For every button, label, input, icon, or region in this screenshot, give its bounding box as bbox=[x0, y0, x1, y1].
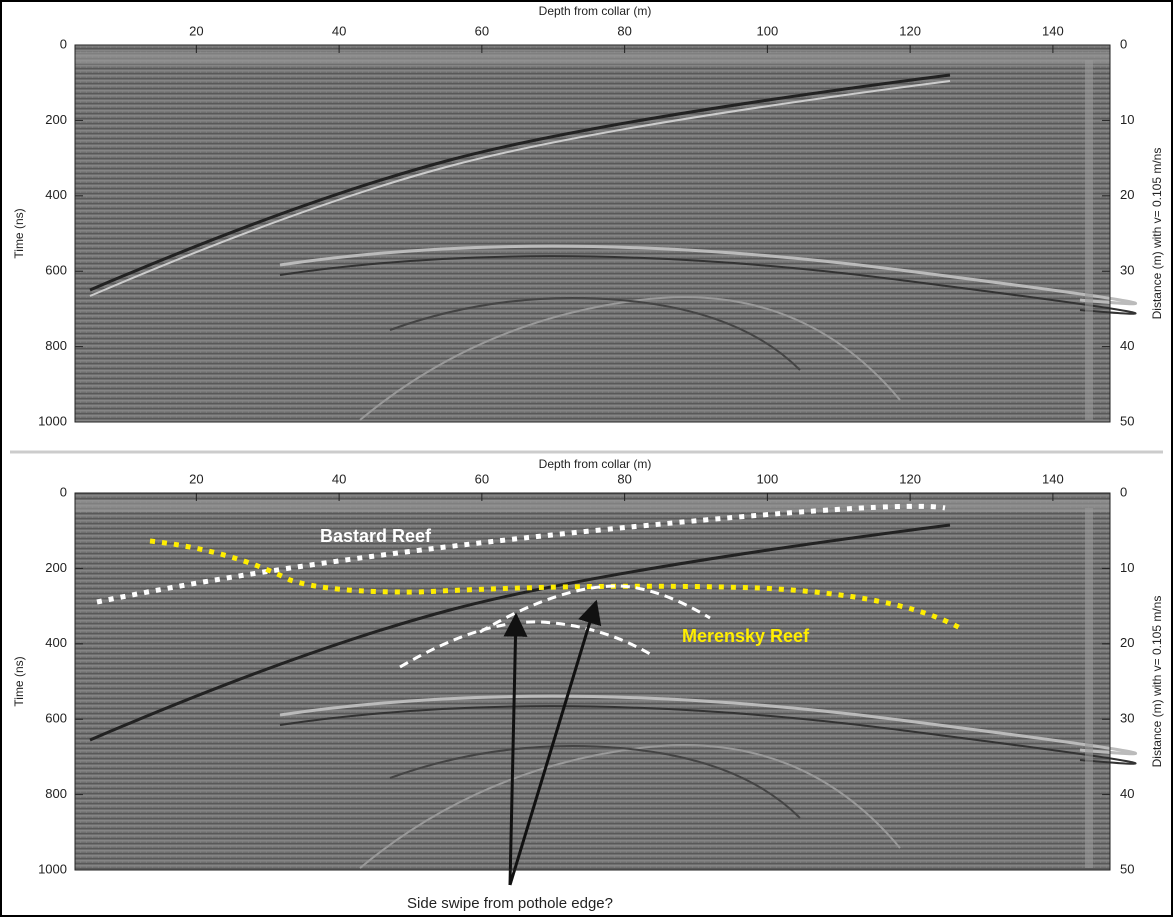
y-tick-label: 400 bbox=[45, 187, 67, 202]
y2-tick-label: 40 bbox=[1120, 338, 1134, 353]
y-axis-title: Time (ns) bbox=[12, 656, 26, 706]
y2-tick-label: 50 bbox=[1120, 861, 1134, 876]
y-tick-label: 600 bbox=[45, 263, 67, 278]
x-tick-label: 40 bbox=[332, 471, 346, 486]
y-tick-label: 1000 bbox=[38, 413, 67, 428]
annotation: Side swipe from pothole edge? bbox=[407, 895, 613, 912]
x-tick-label: 140 bbox=[1042, 471, 1064, 486]
x-tick-label: 20 bbox=[189, 23, 203, 38]
plot-area bbox=[74, 44, 1111, 423]
y2-tick-label: 0 bbox=[1120, 36, 1127, 51]
y-axis-title: Time (ns) bbox=[12, 208, 26, 258]
y-tick-label: 200 bbox=[45, 112, 67, 127]
x-tick-label: 60 bbox=[475, 471, 489, 486]
radargram bbox=[75, 493, 1138, 870]
x-axis-title: Depth from collar (m) bbox=[539, 4, 652, 18]
annotation: Bastard Reef bbox=[320, 526, 432, 546]
y2-tick-label: 0 bbox=[1120, 484, 1127, 499]
y-tick-label: 600 bbox=[45, 711, 67, 726]
y2-tick-label: 40 bbox=[1120, 786, 1134, 801]
y-tick-label: 0 bbox=[60, 484, 67, 499]
x-tick-label: 80 bbox=[617, 471, 631, 486]
y2-tick-label: 10 bbox=[1120, 112, 1134, 127]
x-tick-label: 60 bbox=[475, 23, 489, 38]
y-tick-label: 800 bbox=[45, 786, 67, 801]
x-tick-label: 120 bbox=[899, 471, 921, 486]
y2-tick-label: 20 bbox=[1120, 187, 1134, 202]
y2-tick-label: 20 bbox=[1120, 635, 1134, 650]
y2-tick-label: 30 bbox=[1120, 263, 1134, 278]
annotation: Merensky Reef bbox=[682, 626, 810, 646]
y-tick-label: 1000 bbox=[38, 861, 67, 876]
x-tick-label: 80 bbox=[617, 23, 631, 38]
y2-axis-title: Distance (m) with v= 0.105 m/ns bbox=[1150, 148, 1164, 320]
y-tick-label: 200 bbox=[45, 560, 67, 575]
y-tick-label: 400 bbox=[45, 635, 67, 650]
x-tick-label: 100 bbox=[757, 23, 779, 38]
x-axis-title: Depth from collar (m) bbox=[539, 457, 652, 471]
y2-tick-label: 30 bbox=[1120, 711, 1134, 726]
interpretation-lines bbox=[96, 503, 962, 886]
y2-axis-title: Distance (m) with v= 0.105 m/ns bbox=[1150, 596, 1164, 768]
plot-area bbox=[74, 492, 1111, 871]
y-tick-label: 0 bbox=[60, 36, 67, 51]
y2-tick-label: 10 bbox=[1120, 560, 1134, 575]
y2-tick-label: 50 bbox=[1120, 413, 1134, 428]
x-tick-label: 120 bbox=[899, 23, 921, 38]
x-tick-label: 20 bbox=[189, 471, 203, 486]
y-tick-label: 800 bbox=[45, 338, 67, 353]
x-tick-label: 40 bbox=[332, 23, 346, 38]
x-tick-label: 140 bbox=[1042, 23, 1064, 38]
x-tick-label: 100 bbox=[757, 471, 779, 486]
radargram bbox=[75, 45, 1138, 422]
